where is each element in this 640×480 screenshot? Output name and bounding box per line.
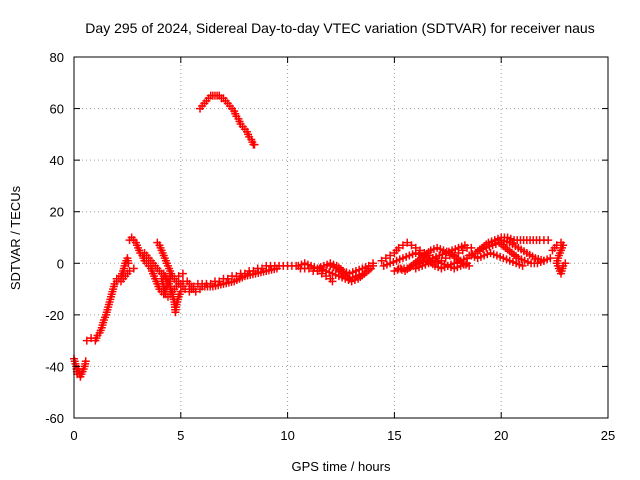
data-point (82, 336, 91, 345)
y-axis-label: SDTVAR / TECUs (8, 185, 23, 290)
data-point (561, 259, 570, 268)
grid-layer (74, 57, 608, 418)
chart-title: Day 295 of 2024, Sidereal Day-to-day VTE… (85, 20, 594, 36)
data-point (176, 287, 185, 296)
data-point (125, 267, 134, 276)
data-point (546, 254, 555, 263)
data-point (328, 277, 337, 286)
data-point (178, 269, 187, 278)
plot-frame (73, 56, 609, 419)
y-tick-label: -40 (45, 359, 64, 374)
data-point (416, 246, 425, 255)
x-tick-label: 15 (387, 428, 401, 443)
data-point (358, 269, 367, 278)
data-point (369, 261, 378, 270)
data-point (129, 264, 138, 273)
x-tick-label: 25 (601, 428, 615, 443)
x-tick-label: 0 (70, 428, 77, 443)
tick-layer: 0 5 10 15 20 25 -60 -40 -20 0 20 40 60 80 (45, 50, 615, 443)
y-tick-label: 60 (50, 102, 64, 117)
data-point (407, 241, 416, 250)
x-axis-label: GPS time / hours (292, 459, 391, 474)
data-point (518, 261, 527, 270)
data-point (174, 272, 183, 281)
data-point (460, 241, 469, 250)
y-tick-label: 40 (50, 153, 64, 168)
y-tick-label: 20 (50, 205, 64, 220)
data-point (250, 140, 259, 149)
data-point (386, 251, 395, 260)
data-point (317, 269, 326, 278)
data-point (377, 256, 386, 265)
y-tick-label: -60 (45, 411, 64, 426)
data-point (124, 259, 133, 268)
data-point (189, 282, 198, 291)
data-point (467, 243, 476, 252)
data-point (403, 238, 412, 247)
data-point (272, 264, 281, 273)
data-point (381, 254, 390, 263)
data-point (463, 259, 472, 268)
x-tick-label: 5 (177, 428, 184, 443)
data-point (170, 274, 179, 283)
y-tick-label: 80 (50, 50, 64, 65)
data-point (394, 243, 403, 252)
data-point (544, 236, 553, 245)
y-tick-label: -20 (45, 308, 64, 323)
data-point (81, 357, 90, 366)
data-point (458, 246, 467, 255)
data-point (539, 256, 548, 265)
data-points-layer (70, 91, 570, 381)
y-tick-label: 0 (57, 256, 64, 271)
x-tick-label: 20 (494, 428, 508, 443)
data-point (398, 241, 407, 250)
x-tick-label: 10 (280, 428, 294, 443)
